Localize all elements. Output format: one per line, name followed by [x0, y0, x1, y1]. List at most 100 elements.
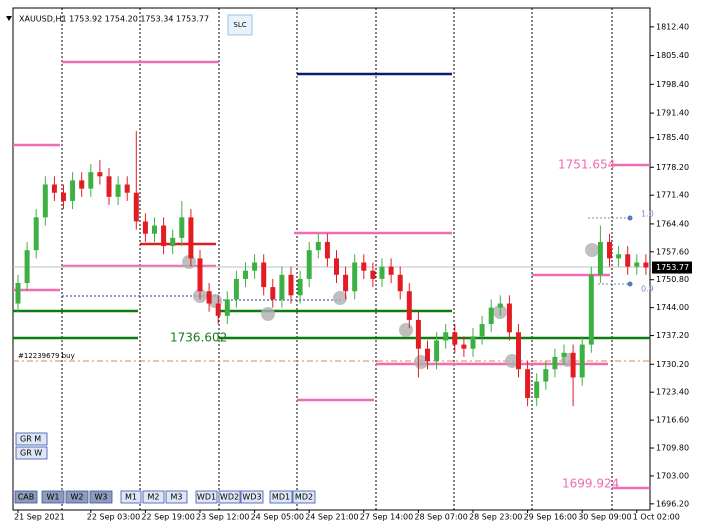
fibo-label: 1.0	[641, 210, 654, 219]
candle-body	[133, 192, 139, 222]
chart-title: XAUUSD,H1 1753.92 1754.20 1753.34 1753.7…	[19, 15, 209, 24]
candle-body	[579, 344, 585, 378]
candle-body	[79, 180, 85, 189]
gr-button-label: GR W	[20, 449, 42, 458]
candle-body	[152, 225, 157, 234]
candle-body	[379, 266, 385, 279]
toolbar-button[interactable]	[89, 490, 113, 504]
toolbar-button-label: W3	[95, 493, 108, 502]
toolbar-button[interactable]	[120, 490, 142, 504]
toolbar-button[interactable]	[269, 490, 293, 504]
toolbar-button[interactable]	[292, 490, 316, 504]
candle-body	[161, 225, 167, 247]
candle-body	[361, 262, 367, 271]
candle-body	[343, 274, 349, 292]
slc-button[interactable]	[227, 14, 253, 36]
toolbar-button[interactable]	[142, 490, 165, 504]
x-tick-label: 22 Sep 19:00	[141, 513, 194, 522]
candle-body	[597, 241, 603, 275]
candle-body	[634, 262, 640, 267]
candle-body	[397, 274, 403, 292]
candle-body	[543, 369, 549, 382]
candle-body	[425, 348, 430, 362]
toolbar-button-label: W2	[71, 493, 84, 502]
x-tick-label: 29 Sep 16:00	[524, 513, 577, 522]
y-tick-label: 1750.80	[656, 275, 689, 284]
candle-body	[406, 291, 412, 320]
candle-body	[106, 176, 112, 197]
order-label: #12239679 buy	[18, 352, 75, 360]
candle-body	[616, 254, 622, 259]
candle-body	[570, 352, 576, 378]
candle-body	[324, 241, 330, 259]
candle-body	[215, 303, 221, 316]
y-tick-label: 1737.20	[656, 331, 689, 340]
y-tick-label: 1696.20	[656, 499, 689, 508]
y-tick-label: 1716.60	[656, 416, 689, 425]
toolbar-button-label: M1	[125, 493, 137, 502]
toolbar-button[interactable]	[195, 490, 218, 504]
toolbar-button-label: MD1	[272, 493, 290, 502]
toolbar-button[interactable]	[165, 490, 188, 504]
candle-body	[370, 270, 376, 279]
level-label: 1751.654	[558, 158, 615, 172]
candle-body	[443, 332, 449, 341]
y-tick-label: 1771.40	[656, 191, 689, 200]
candle-body	[315, 241, 321, 251]
candle-body	[452, 332, 458, 345]
gr-button[interactable]	[15, 446, 48, 460]
x-tick-label: 1 Oct 02:00	[633, 513, 680, 522]
toolbar-button[interactable]	[65, 490, 89, 504]
candle-body	[479, 324, 485, 337]
candle-body	[334, 258, 339, 275]
slc-label: SLC	[233, 21, 246, 29]
candle-body	[124, 184, 130, 193]
candle-body	[461, 344, 467, 349]
candle-body	[525, 369, 531, 398]
y-tick-label: 1730.20	[656, 360, 689, 369]
x-tick-label: 28 Sep 07:00	[414, 513, 467, 522]
x-tick-label: 30 Sep 09:00	[578, 513, 631, 522]
toolbar-button-label: WD3	[242, 493, 261, 502]
toolbar-button[interactable]	[14, 490, 38, 504]
candle-body	[88, 172, 94, 189]
candle-body	[42, 184, 48, 218]
toolbar-button-label: WD2	[220, 493, 239, 502]
candle-body	[588, 274, 594, 345]
y-tick-label: 1798.40	[656, 80, 689, 89]
x-tick-label: 22 Sep 03:00	[87, 513, 140, 522]
candle-body	[233, 278, 239, 300]
gr-button[interactable]	[15, 432, 48, 446]
fibo-label: 0.9	[641, 285, 654, 294]
candle-body	[261, 262, 267, 288]
toolbar-button[interactable]	[218, 490, 241, 504]
y-tick-label: 1791.40	[656, 109, 689, 118]
plot-frame	[12, 7, 651, 511]
candle-body	[625, 254, 631, 267]
price-tag-label: 1753.77	[656, 263, 689, 272]
candle-body	[142, 221, 148, 234]
candle-body	[643, 262, 649, 268]
y-tick-label: 1785.40	[656, 133, 689, 142]
level-label: 1699.924	[562, 477, 619, 491]
candle-body	[415, 319, 421, 349]
candle-body	[170, 237, 176, 247]
candle-body	[516, 332, 521, 370]
x-tick-label: 23 Sep 12:00	[196, 513, 249, 522]
candle-body	[24, 250, 30, 284]
y-tick-label: 1723.40	[656, 388, 689, 397]
y-tick-label: 1805.40	[656, 51, 689, 60]
toolbar-button-label: CAB	[18, 493, 35, 502]
price-tag	[652, 261, 692, 274]
candle-body	[352, 262, 358, 292]
toolbar-button[interactable]	[41, 490, 65, 504]
candle-body	[15, 283, 21, 304]
level-label: 1736.602	[170, 331, 227, 345]
toolbar-button[interactable]	[240, 490, 264, 504]
x-tick-label: 28 Sep 23:00	[469, 513, 522, 522]
candle-body	[197, 258, 203, 292]
candle-body	[434, 340, 440, 362]
candle-body	[279, 274, 285, 300]
candle-body	[206, 291, 212, 304]
